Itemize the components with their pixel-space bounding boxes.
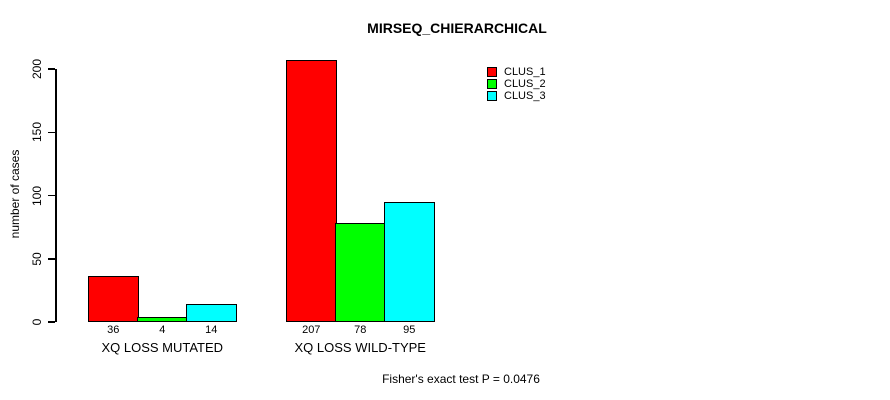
legend: CLUS_1 CLUS_2 CLUS_3 xyxy=(487,66,546,102)
y-tick-label: 150 xyxy=(30,122,44,143)
legend-label: CLUS_2 xyxy=(504,77,546,90)
bar-clus_2-group1 xyxy=(137,316,188,322)
y-axis-line xyxy=(55,69,57,322)
bar-value-label: 4 xyxy=(159,324,166,336)
y-tick-label: 50 xyxy=(30,252,44,266)
x-category-label: XQ LOSS MUTATED xyxy=(101,340,224,355)
y-tick-label: 0 xyxy=(30,318,44,326)
bar-clus_2-group2 xyxy=(335,223,386,322)
bar-value-label: 207 xyxy=(302,324,321,336)
legend-swatch-icon xyxy=(487,91,497,101)
bar-value-label: 14 xyxy=(205,324,218,336)
y-tick-mark xyxy=(48,131,55,133)
chart-title: MIRSEQ_CHIERARCHICAL xyxy=(367,20,547,36)
bar-value-label: 78 xyxy=(354,324,367,336)
y-tick-mark xyxy=(48,258,55,260)
legend-label: CLUS_3 xyxy=(504,89,546,102)
fisher-test-annotation: Fisher's exact test P = 0.0476 xyxy=(382,372,540,386)
bar-clus_1-group1 xyxy=(88,276,139,322)
y-tick-mark xyxy=(48,321,55,323)
y-axis-label: number of cases xyxy=(8,149,22,239)
bar-value-label: 95 xyxy=(403,324,416,336)
legend-swatch-icon xyxy=(487,67,497,77)
x-category-label: XQ LOSS WILD-TYPE xyxy=(294,340,426,355)
y-tick-mark xyxy=(48,68,55,70)
y-tick-mark xyxy=(48,194,55,197)
legend-item-clus_1: CLUS_1 xyxy=(487,66,546,78)
legend-item-clus_2: CLUS_2 xyxy=(487,78,546,90)
bar-clus_3-group2 xyxy=(384,201,435,322)
y-tick-label: 200 xyxy=(30,58,44,80)
legend-item-clus_3: CLUS_3 xyxy=(487,90,546,102)
legend-swatch-icon xyxy=(487,79,497,89)
bar-value-label: 36 xyxy=(107,324,120,336)
bar-clus_3-group1 xyxy=(186,304,237,322)
y-tick-label: 100 xyxy=(30,185,44,206)
bar-clus_1-group2 xyxy=(286,60,337,322)
legend-label: CLUS_1 xyxy=(504,65,546,78)
